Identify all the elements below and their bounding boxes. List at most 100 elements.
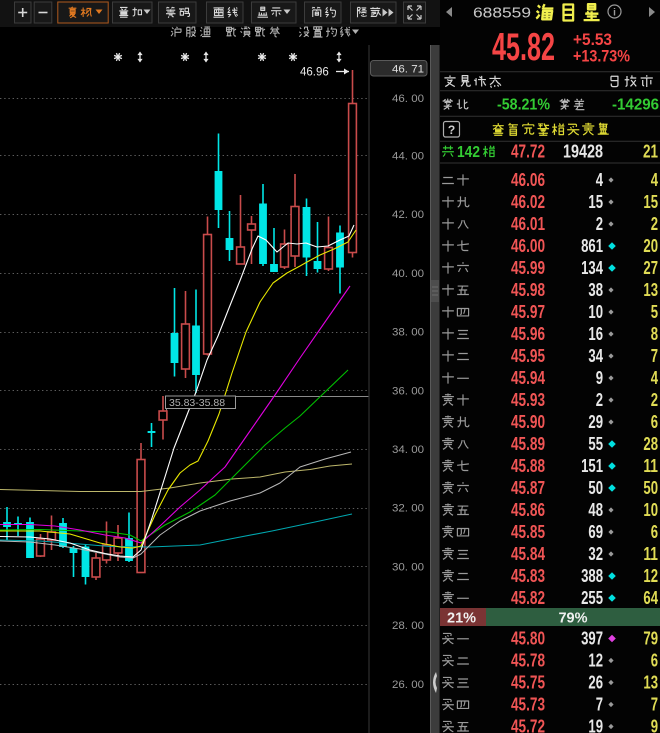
svg-text:4: 4 — [651, 367, 659, 388]
svg-text:38. 00: 38. 00 — [392, 327, 424, 339]
svg-text:4: 4 — [596, 169, 604, 190]
svg-text:45.84: 45.84 — [511, 543, 546, 564]
svg-text:45.90: 45.90 — [511, 411, 545, 432]
svg-text:30. 00: 30. 00 — [392, 562, 424, 574]
svg-text:46.06: 46.06 — [511, 169, 545, 190]
svg-text:2: 2 — [596, 213, 603, 234]
svg-text:10: 10 — [643, 499, 658, 520]
svg-text:28. 00: 28. 00 — [392, 620, 424, 632]
svg-text:45.85: 45.85 — [511, 521, 545, 542]
svg-text:45.78: 45.78 — [511, 650, 545, 671]
svg-text:45.94: 45.94 — [511, 367, 546, 388]
svg-text:35.83-35.88: 35.83-35.88 — [169, 397, 225, 409]
svg-text:45.99: 45.99 — [511, 257, 545, 278]
svg-text:79: 79 — [643, 628, 658, 649]
svg-text:45.80: 45.80 — [511, 628, 545, 649]
svg-text:44. 00: 44. 00 — [392, 150, 424, 162]
svg-text:16: 16 — [588, 323, 603, 344]
svg-text:11: 11 — [643, 543, 658, 564]
svg-text:45.72: 45.72 — [511, 716, 545, 733]
svg-text:46. 00: 46. 00 — [392, 93, 424, 105]
svg-text:+5.53: +5.53 — [573, 31, 612, 49]
svg-text:46. 71: 46. 71 — [392, 64, 424, 76]
svg-text:45.88: 45.88 — [511, 455, 545, 476]
svg-text:50: 50 — [643, 477, 658, 498]
svg-text:32. 00: 32. 00 — [392, 503, 424, 515]
svg-text:12: 12 — [643, 565, 658, 586]
svg-text:19428: 19428 — [563, 141, 603, 162]
svg-text:45.82: 45.82 — [511, 587, 545, 608]
svg-text:55: 55 — [588, 433, 603, 454]
svg-text:7: 7 — [651, 345, 658, 366]
svg-text:45.75: 45.75 — [511, 672, 545, 693]
svg-text:45.95: 45.95 — [511, 345, 545, 366]
svg-text:38: 38 — [588, 279, 603, 300]
svg-text:19: 19 — [588, 716, 603, 733]
svg-text:688559: 688559 — [473, 6, 531, 22]
svg-text:6: 6 — [651, 411, 658, 432]
svg-text:34: 34 — [588, 345, 603, 366]
svg-text:15: 15 — [643, 191, 658, 212]
svg-text:11: 11 — [643, 455, 658, 476]
svg-text:+13.73%: +13.73% — [573, 48, 630, 66]
svg-text:29: 29 — [588, 411, 603, 432]
svg-text:397: 397 — [581, 628, 603, 649]
svg-text:45.93: 45.93 — [511, 389, 545, 410]
svg-text:46.02: 46.02 — [511, 191, 545, 212]
svg-text:47.72: 47.72 — [511, 141, 545, 162]
svg-text:46.96: 46.96 — [300, 67, 329, 79]
svg-text:46.01: 46.01 — [511, 213, 545, 234]
svg-text:8: 8 — [651, 323, 658, 344]
svg-text:i: i — [613, 8, 616, 19]
svg-text:20: 20 — [643, 235, 658, 256]
svg-text:13: 13 — [643, 279, 658, 300]
svg-text:?: ? — [448, 123, 455, 137]
svg-text:6: 6 — [651, 650, 658, 671]
svg-text:36. 00: 36. 00 — [392, 385, 424, 397]
svg-text:48: 48 — [588, 499, 603, 520]
svg-text:34. 00: 34. 00 — [392, 444, 424, 456]
svg-text:69: 69 — [588, 521, 603, 542]
svg-text:9: 9 — [596, 367, 603, 388]
svg-text:151: 151 — [581, 455, 603, 476]
svg-text:142: 142 — [457, 144, 480, 161]
svg-text:42. 00: 42. 00 — [392, 209, 424, 221]
svg-text:79%: 79% — [558, 611, 587, 627]
svg-text:45.82: 45.82 — [492, 26, 555, 69]
svg-text:27: 27 — [643, 257, 658, 278]
svg-text:7: 7 — [651, 694, 658, 715]
svg-text:45.83: 45.83 — [511, 565, 545, 586]
svg-text:45.86: 45.86 — [511, 499, 545, 520]
svg-text:26: 26 — [588, 672, 603, 693]
svg-text:2: 2 — [651, 213, 658, 234]
svg-text:50: 50 — [588, 477, 603, 498]
svg-text:388: 388 — [581, 565, 603, 586]
svg-text:861: 861 — [581, 235, 603, 256]
svg-text:13: 13 — [643, 672, 658, 693]
svg-text:45.97: 45.97 — [511, 301, 545, 322]
svg-text:7: 7 — [596, 694, 603, 715]
svg-text:2: 2 — [651, 389, 658, 410]
svg-text:21: 21 — [643, 141, 658, 162]
svg-text:10: 10 — [588, 301, 603, 322]
svg-text:45.89: 45.89 — [511, 433, 545, 454]
svg-text:5: 5 — [651, 301, 658, 322]
svg-text:-14296: -14296 — [612, 97, 659, 114]
svg-text:28: 28 — [643, 433, 658, 454]
svg-text:45.98: 45.98 — [511, 279, 545, 300]
svg-text:32: 32 — [588, 543, 603, 564]
svg-text:134: 134 — [581, 257, 603, 278]
svg-text:45.87: 45.87 — [511, 477, 545, 498]
svg-text:21%: 21% — [447, 611, 476, 627]
svg-text:2: 2 — [596, 389, 603, 410]
svg-text:46.00: 46.00 — [511, 235, 545, 256]
svg-text:12: 12 — [588, 650, 603, 671]
svg-text:255: 255 — [581, 587, 603, 608]
svg-text:-58.21%: -58.21% — [497, 97, 550, 114]
svg-text:45.96: 45.96 — [511, 323, 545, 344]
svg-text:9: 9 — [651, 716, 658, 733]
svg-text:45.73: 45.73 — [511, 694, 545, 715]
svg-text:4: 4 — [651, 169, 659, 190]
svg-text:6: 6 — [651, 521, 658, 542]
svg-text:64: 64 — [643, 587, 658, 608]
